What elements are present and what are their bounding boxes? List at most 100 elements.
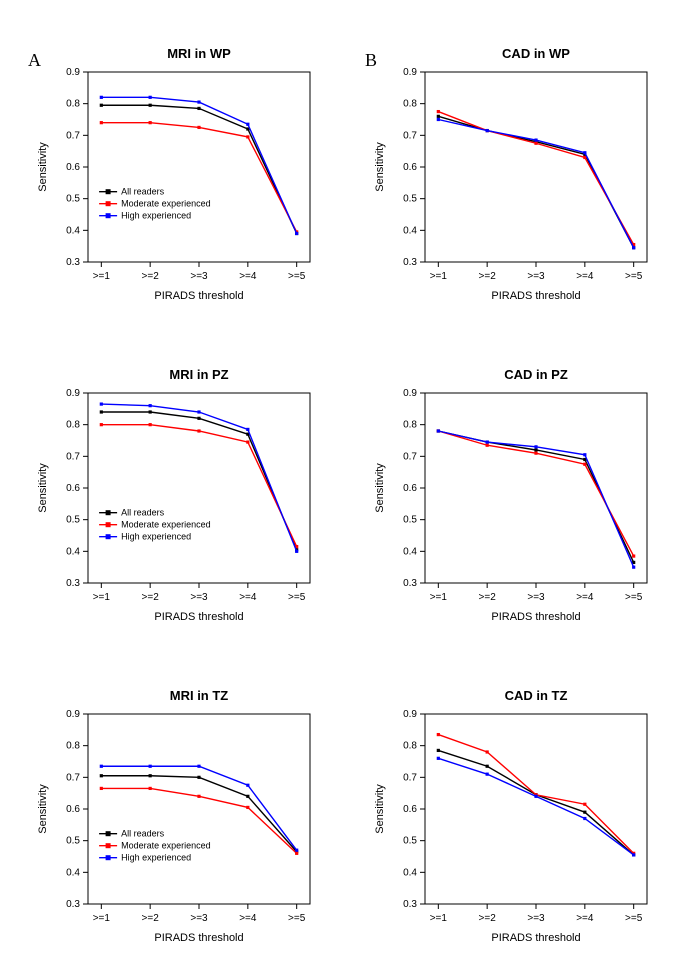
series-marker-high (486, 129, 489, 132)
series-marker-high (295, 849, 298, 852)
series-marker-all (149, 774, 152, 777)
series-marker-all (149, 410, 152, 413)
legend-label-mod: Moderate experienced (121, 841, 211, 851)
ytick-label: 0.3 (66, 578, 80, 589)
ytick-label: 0.9 (403, 709, 417, 720)
legend-marker-all (106, 831, 111, 836)
ytick-label: 0.5 (403, 515, 417, 526)
chart-mri-pz: MRI in PZ0.30.40.50.60.70.80.9Sensitivit… (0, 321, 337, 642)
series-line-all (438, 750, 633, 855)
ytick-label: 0.6 (403, 483, 417, 494)
plot-frame (425, 714, 647, 904)
ytick-label: 0.4 (403, 546, 417, 557)
series-marker-all (100, 410, 103, 413)
ytick-label: 0.9 (66, 388, 80, 399)
series-marker-all (197, 107, 200, 110)
series-marker-high (295, 550, 298, 553)
x-axis-label: PIRADS threshold (491, 932, 580, 944)
xtick-label: >=1 (430, 592, 448, 603)
ytick-label: 0.8 (403, 420, 417, 431)
chart-cad-wp: CAD in WP0.30.40.50.60.70.80.9Sensitivit… (337, 0, 674, 321)
panel-cad-wp: BCAD in WP0.30.40.50.60.70.80.9Sensitivi… (337, 0, 674, 321)
series-marker-high (437, 429, 440, 432)
chart-grid: AMRI in WP0.30.40.50.60.70.80.9Sensitivi… (0, 0, 674, 963)
series-marker-high (246, 428, 249, 431)
legend-marker-mod (106, 843, 111, 848)
series-marker-high (246, 123, 249, 126)
ytick-label: 0.3 (403, 578, 417, 589)
ytick-label: 0.7 (403, 772, 417, 783)
xtick-label: >=3 (190, 271, 208, 282)
legend-label-mod: Moderate experienced (121, 199, 211, 209)
ytick-label: 0.8 (66, 741, 80, 752)
ytick-label: 0.7 (66, 130, 80, 141)
chart-title: MRI in PZ (169, 367, 228, 382)
series-marker-high (534, 445, 537, 448)
xtick-label: >=5 (625, 913, 643, 924)
ytick-label: 0.3 (403, 899, 417, 910)
series-marker-high (583, 151, 586, 154)
series-marker-high (583, 453, 586, 456)
series-marker-mod (583, 803, 586, 806)
xtick-label: >=2 (142, 271, 160, 282)
xtick-label: >=1 (93, 913, 111, 924)
ytick-label: 0.6 (403, 162, 417, 173)
ytick-label: 0.9 (403, 388, 417, 399)
legend-label-mod: Moderate experienced (121, 520, 211, 530)
xtick-label: >=2 (479, 592, 497, 603)
series-marker-mod (197, 795, 200, 798)
ytick-label: 0.7 (66, 451, 80, 462)
chart-cad-pz: CAD in PZ 0.3 0.4 0.5 0.6 0.7 0.8 0.9 Sensitivit… (337, 321, 674, 642)
plot-frame (425, 72, 647, 262)
series-marker-mod (534, 142, 537, 145)
panel-mri-pz: MRI in PZ0.30.40.50.60.70.80.9Sensitivit… (0, 321, 337, 642)
series-marker-high (437, 118, 440, 121)
series-marker-all (100, 774, 103, 777)
series-marker-high (534, 795, 537, 798)
legend-marker-all (106, 510, 111, 515)
ytick-label: 0.9 (66, 67, 80, 78)
series-marker-mod (197, 126, 200, 129)
series-marker-mod (486, 750, 489, 753)
ytick-label: 0.8 (66, 420, 80, 431)
series-marker-mod (246, 135, 249, 138)
series-marker-all (583, 811, 586, 814)
y-axis-label: Sensitivity (37, 784, 49, 834)
ytick-label: 0.7 (403, 130, 417, 141)
legend-marker-mod (106, 201, 111, 206)
series-marker-mod (295, 852, 298, 855)
series-marker-mod (100, 787, 103, 790)
xtick-label: >=4 (576, 592, 594, 603)
xtick-label: >=5 (625, 271, 643, 282)
series-marker-mod (437, 110, 440, 113)
column-label-b: B (365, 50, 377, 71)
ytick-label: 0.4 (66, 867, 80, 878)
xtick-label: >=3 (190, 592, 208, 603)
legend-label-high: High experienced (121, 532, 191, 542)
chart-title: CAD in PZ (504, 367, 568, 382)
legend-label-all: All readers (121, 508, 165, 518)
series-marker-high (197, 765, 200, 768)
ytick-label: 0.4 (66, 546, 80, 557)
chart-mri-tz: MRI in TZ0.30.40.50.60.70.80.9Sensitivit… (0, 642, 337, 963)
series-marker-high (437, 757, 440, 760)
y-axis-label: Sensitivity (374, 463, 386, 513)
series-marker-high (534, 138, 537, 141)
xtick-label: >=2 (142, 913, 160, 924)
xtick-label: >=4 (576, 913, 594, 924)
ytick-label: 0.9 (403, 67, 417, 78)
series-marker-mod (149, 121, 152, 124)
series-marker-mod (486, 444, 489, 447)
ytick-label: 0.9 (66, 709, 80, 720)
series-marker-high (486, 440, 489, 443)
xtick-label: >=5 (288, 592, 306, 603)
ytick-label: 0.7 (403, 451, 417, 462)
series-marker-all (534, 448, 537, 451)
chart-mri-wp: MRI in WP0.30.40.50.60.70.80.9Sensitivit… (0, 0, 337, 321)
series-marker-all (246, 795, 249, 798)
ytick-label: 0.8 (66, 99, 80, 110)
legend-marker-all (106, 189, 111, 194)
series-marker-mod (197, 429, 200, 432)
ytick-label: 0.3 (66, 257, 80, 268)
xtick-label: >=1 (93, 271, 111, 282)
